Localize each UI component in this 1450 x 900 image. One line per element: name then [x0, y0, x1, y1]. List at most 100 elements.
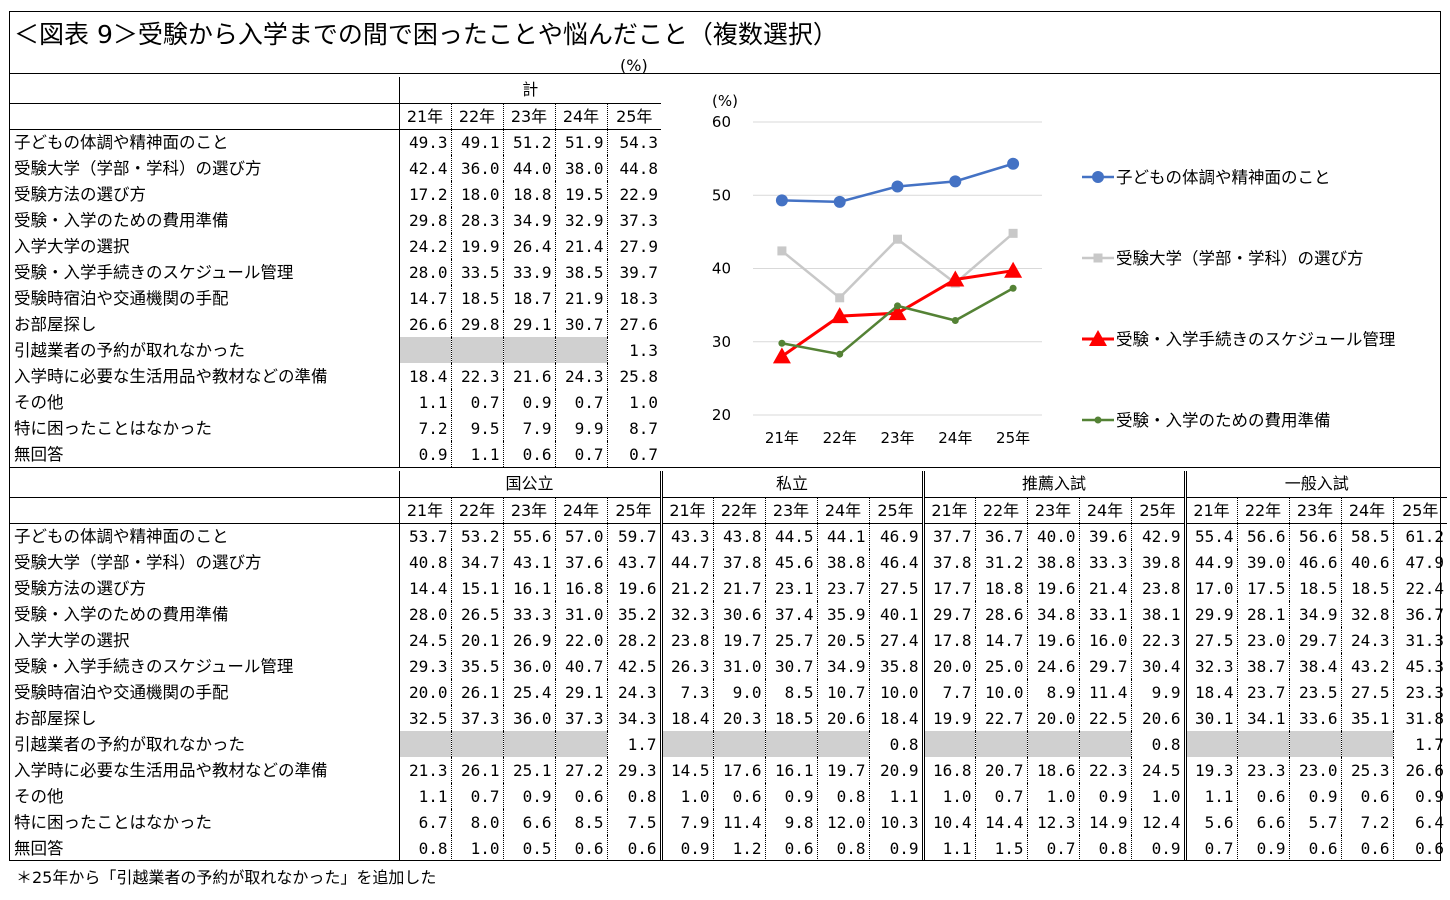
value-cell: 27.5 [1340, 679, 1393, 705]
value-cell: 0.8 [1078, 835, 1131, 861]
value-cell: 17.7 [921, 575, 975, 601]
value-cell: 32.3 [659, 601, 713, 627]
value-cell: 23.8 [1130, 575, 1185, 601]
row-label: 無回答 [14, 838, 64, 858]
row-label: 入学時に必要な生活用品や教材などの準備 [14, 760, 328, 780]
row-label: 受験・入学手続きのスケジュール管理 [14, 262, 294, 282]
value-cell: 12.0 [816, 809, 869, 835]
value-cell: 38.8 [816, 549, 869, 575]
value-cell [1288, 731, 1341, 757]
value-cell: 19.7 [816, 757, 869, 783]
value-cell [398, 731, 451, 757]
table-row: その他 1.1 0.7 0.9 0.6 0.8 1.0 0.6 0.9 0.8 1.1 1.0 0.7 1… [10, 783, 1447, 809]
value-cell: 18.4 [868, 705, 923, 731]
value-cell: 0.6 [1340, 835, 1393, 861]
value-cell: 30.1 [1183, 705, 1237, 731]
value-cell: 18.8 [502, 181, 555, 207]
row-label: 入学時に必要な生活用品や教材などの準備 [14, 366, 328, 386]
year-header-row: 21年 22年 23年 24年 25年 [10, 103, 661, 130]
value-cell: 19.6 [606, 575, 661, 601]
table-row: 受験大学（学部・学科）の選び方 42.4 36.0 44.0 38.0 44.8 [10, 155, 661, 181]
value-cell: 35.1 [1340, 705, 1393, 731]
value-cell: 0.8 [1130, 731, 1185, 757]
value-cell: 44.9 [1183, 549, 1237, 575]
year-header: 25年 [868, 497, 923, 524]
legend-marker [1089, 330, 1107, 346]
row-label: 特に困ったことはなかった [14, 418, 212, 438]
value-cell: 26.9 [502, 627, 555, 653]
value-cell: 1.5 [974, 835, 1027, 861]
table-row: 引越業者の予約が取れなかった 1.3 [10, 337, 661, 363]
data-point [1004, 261, 1023, 278]
table-row: 受験方法の選び方 17.2 18.0 18.8 19.5 22.9 [10, 181, 661, 207]
value-cell: 0.5 [502, 835, 555, 861]
value-cell: 23.8 [659, 627, 713, 653]
year-header: 24年 [554, 497, 607, 524]
value-cell: 1.0 [450, 835, 503, 861]
value-cell: 33.6 [1288, 705, 1341, 731]
value-cell: 0.9 [1078, 783, 1131, 809]
year-header: 24年 [554, 103, 607, 130]
value-cell: 0.9 [502, 389, 555, 415]
value-cell: 18.5 [1340, 575, 1393, 601]
value-cell: 0.8 [816, 835, 869, 861]
y-tick-label: 40 [712, 260, 731, 278]
value-cell: 0.6 [764, 835, 817, 861]
table-row: 入学時に必要な生活用品や教材などの準備 18.4 22.3 21.6 24.3 25.8 [10, 363, 661, 389]
value-cell: 46.6 [1288, 549, 1341, 575]
value-cell: 42.9 [1130, 523, 1185, 549]
value-cell: 44.1 [816, 523, 869, 549]
value-cell: 0.9 [1392, 783, 1447, 809]
value-cell: 29.7 [921, 601, 975, 627]
value-cell: 0.9 [398, 441, 451, 467]
row-label: 特に困ったことはなかった [14, 812, 212, 832]
value-cell: 34.1 [1236, 705, 1289, 731]
value-cell: 7.3 [659, 679, 713, 705]
value-cell: 30.4 [1130, 653, 1185, 679]
value-cell: 23.7 [1236, 679, 1289, 705]
value-cell: 0.7 [1026, 835, 1079, 861]
year-header: 22年 [712, 497, 765, 524]
value-cell: 1.1 [450, 441, 503, 467]
header-blank-cell [10, 103, 399, 130]
value-cell: 1.7 [606, 731, 661, 757]
value-cell: 17.6 [712, 757, 765, 783]
value-cell: 23.5 [1288, 679, 1341, 705]
legend-label: 受験・入学手続きのスケジュール管理 [1116, 330, 1395, 349]
value-cell: 30.7 [554, 311, 607, 337]
value-cell: 19.6 [1026, 627, 1079, 653]
row-label: 受験・入学手続きのスケジュール管理 [14, 656, 294, 676]
value-cell: 28.2 [606, 627, 661, 653]
value-cell: 19.7 [712, 627, 765, 653]
value-cell: 14.4 [398, 575, 451, 601]
value-cell: 31.3 [1392, 627, 1447, 653]
value-cell: 14.4 [974, 809, 1027, 835]
year-header: 24年 [816, 497, 869, 524]
value-cell: 35.9 [816, 601, 869, 627]
value-cell: 38.8 [1026, 549, 1079, 575]
value-cell: 0.9 [659, 835, 713, 861]
value-cell: 35.8 [868, 653, 923, 679]
value-cell: 56.6 [1236, 523, 1289, 549]
value-cell: 36.0 [502, 705, 555, 731]
value-cell: 7.7 [921, 679, 975, 705]
value-cell: 42.5 [606, 653, 661, 679]
value-cell: 38.7 [1236, 653, 1289, 679]
value-cell: 0.9 [764, 783, 817, 809]
value-cell: 9.8 [764, 809, 817, 835]
value-cell: 43.1 [502, 549, 555, 575]
value-cell: 40.1 [868, 601, 923, 627]
table-row: 子どもの体調や精神面のこと 49.3 49.1 51.2 51.9 54.3 [10, 129, 661, 155]
value-cell: 20.0 [1026, 705, 1079, 731]
group-header: 私立 [659, 471, 923, 498]
footnote: ＊25年から「引越業者の予約が取れなかった」を追加した [16, 868, 437, 887]
legend-label: 子どもの体調や精神面のこと [1116, 168, 1331, 187]
value-cell: 55.4 [1183, 523, 1237, 549]
table-row: 受験時宿泊や交通機関の手配 14.7 18.5 18.7 21.9 18.3 [10, 285, 661, 311]
value-cell: 1.3 [606, 337, 661, 363]
value-cell [450, 337, 503, 363]
value-cell: 18.4 [1183, 679, 1237, 705]
series-line [781, 287, 1014, 356]
value-cell: 17.0 [1183, 575, 1237, 601]
table-row: 受験・入学手続きのスケジュール管理 29.3 35.5 36.0 40.7 42.5 26.… [10, 653, 1447, 679]
